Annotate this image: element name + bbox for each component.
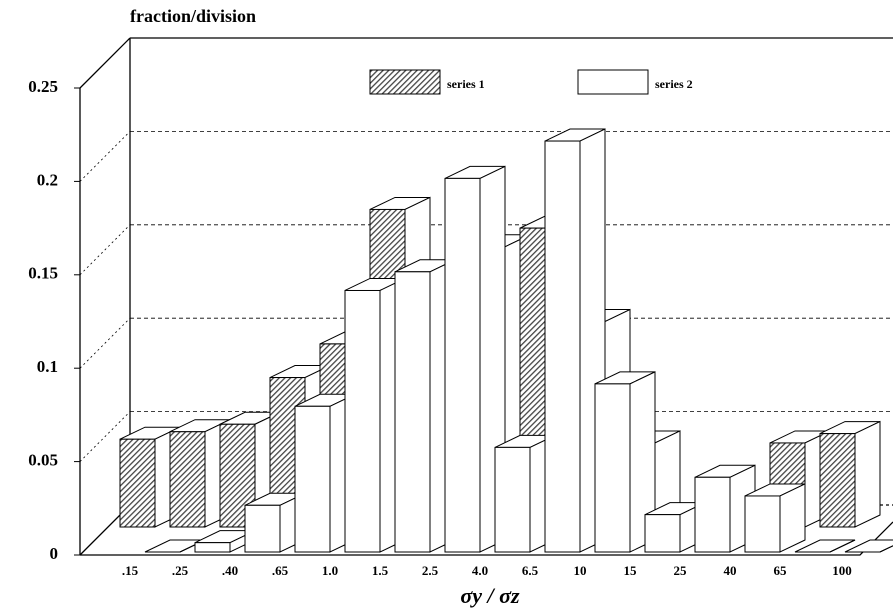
bar xyxy=(444,177,481,553)
legend-swatch xyxy=(369,69,441,95)
bar xyxy=(194,542,231,553)
x-tick-label: 65 xyxy=(774,563,788,578)
x-tick-label: 6.5 xyxy=(522,563,539,578)
x-tick-label: .65 xyxy=(272,563,289,578)
bar xyxy=(294,405,331,553)
bar-side xyxy=(829,539,856,553)
legend-swatch xyxy=(577,69,649,95)
bar xyxy=(394,271,431,553)
grid-line xyxy=(79,224,131,276)
x-tick-label: .40 xyxy=(222,563,238,578)
bar-side xyxy=(779,483,806,553)
x-tick-label: 10 xyxy=(574,563,587,578)
bar xyxy=(819,433,856,528)
bar-side xyxy=(879,545,893,553)
grid-line xyxy=(79,411,131,462)
legend-label: series 1 xyxy=(447,77,485,91)
bar xyxy=(344,289,381,553)
y-tick-label: 0.2 xyxy=(37,170,58,189)
bar xyxy=(494,446,531,553)
bar-top xyxy=(794,539,856,553)
bar xyxy=(169,431,206,528)
x-tick-label: 2.5 xyxy=(422,563,439,578)
x-axis-title: σy / σz xyxy=(460,583,520,608)
x-tick-label: 100 xyxy=(832,563,852,578)
y-tick-label: 0.15 xyxy=(28,264,58,283)
x-tick-label: 4.0 xyxy=(472,563,488,578)
bar-top xyxy=(844,539,893,553)
y-tick-label: 0.25 xyxy=(28,77,58,96)
x-tick-label: .15 xyxy=(122,563,139,578)
grid-line xyxy=(79,131,131,182)
x-tick-label: 40 xyxy=(724,563,737,578)
y-tick-label: 0 xyxy=(50,544,59,563)
bar xyxy=(244,504,281,553)
bar xyxy=(744,495,781,553)
bar-side xyxy=(854,420,881,528)
x-tick-label: 1.0 xyxy=(322,563,338,578)
bar xyxy=(644,514,681,553)
x-tick-label: 1.5 xyxy=(372,563,389,578)
x-tick-label: 15 xyxy=(624,563,638,578)
bar xyxy=(119,438,156,528)
legend-label: series 2 xyxy=(655,77,693,91)
grid-line xyxy=(79,317,131,369)
bar xyxy=(594,383,631,553)
bar xyxy=(694,476,731,553)
x-tick-label: .25 xyxy=(172,563,189,578)
x-tick-label: 25 xyxy=(674,563,688,578)
bar xyxy=(544,140,581,553)
y-tick-label: 0.05 xyxy=(28,451,58,470)
y-tick-label: 0.1 xyxy=(37,357,58,376)
y-axis-title: fraction/division xyxy=(130,6,256,26)
